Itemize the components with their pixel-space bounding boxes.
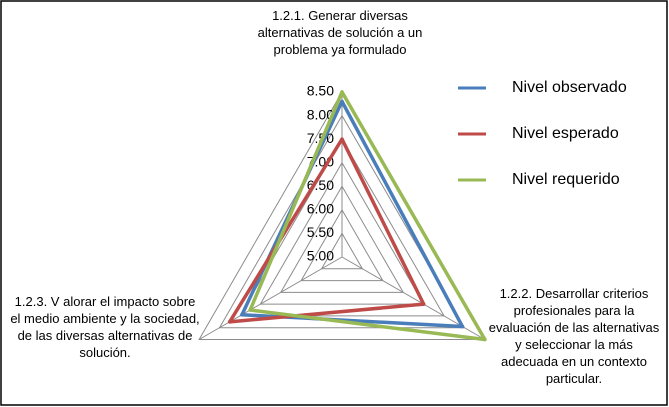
- grid-ring: [239, 138, 445, 317]
- series-point: [460, 325, 464, 329]
- series-point: [228, 320, 232, 324]
- grid-ring: [259, 161, 425, 305]
- spoke: [198, 256, 343, 340]
- series-edge: [340, 90, 487, 342]
- grid-ring: [300, 208, 384, 282]
- series-edge: [248, 90, 344, 312]
- axis-label: 1.2.2. Desarrollar criterios profesional…: [488, 286, 660, 386]
- series-point: [340, 90, 344, 94]
- tick-label: 6.50: [307, 177, 334, 193]
- grid-ring: [218, 114, 466, 329]
- series-point: [340, 99, 344, 103]
- grid-ring: [279, 185, 405, 293]
- series-point: [240, 313, 244, 317]
- series-point: [483, 338, 487, 341]
- legend-label: Nivel requerido: [512, 171, 620, 188]
- axis-label: 1.2.1. Generar diversas alternativas de …: [257, 8, 423, 57]
- series-edge: [340, 137, 426, 306]
- series-edge: [227, 137, 344, 324]
- tick-label: 5.00: [307, 248, 334, 264]
- series-edge: [340, 99, 465, 329]
- axis-label: 1.2.3. V alorar el impacto sobre el medi…: [10, 294, 200, 360]
- legend-label: Nivel observado: [512, 79, 627, 96]
- series-edge: [248, 308, 487, 342]
- series-point: [340, 137, 344, 141]
- tick-label: 6.00: [307, 201, 334, 217]
- tick-label: 8.00: [307, 106, 334, 122]
- series-point: [248, 308, 252, 312]
- legend-label: Nivel esperado: [512, 125, 619, 142]
- series-point: [422, 302, 426, 306]
- tick-label: 5.50: [307, 224, 334, 240]
- series-edge: [227, 302, 426, 324]
- tick-label: 8.50: [307, 83, 334, 99]
- grid-ring: [320, 232, 364, 270]
